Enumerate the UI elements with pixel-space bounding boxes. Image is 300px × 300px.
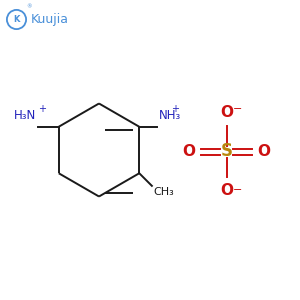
Text: ®: ® [27,4,32,9]
Text: +: + [171,104,179,114]
Text: −: − [233,104,242,114]
Text: O: O [220,105,233,120]
Text: CH₃: CH₃ [153,187,174,197]
Text: Kuujia: Kuujia [31,13,69,26]
Text: +: + [38,104,46,114]
Text: H₃N: H₃N [14,109,36,122]
Text: O: O [257,144,270,159]
Text: NH₃: NH₃ [159,109,181,122]
Text: S: S [220,142,232,160]
Text: −: − [233,185,242,195]
Text: O: O [183,144,196,159]
Text: K: K [13,15,20,24]
Text: O: O [220,183,233,198]
